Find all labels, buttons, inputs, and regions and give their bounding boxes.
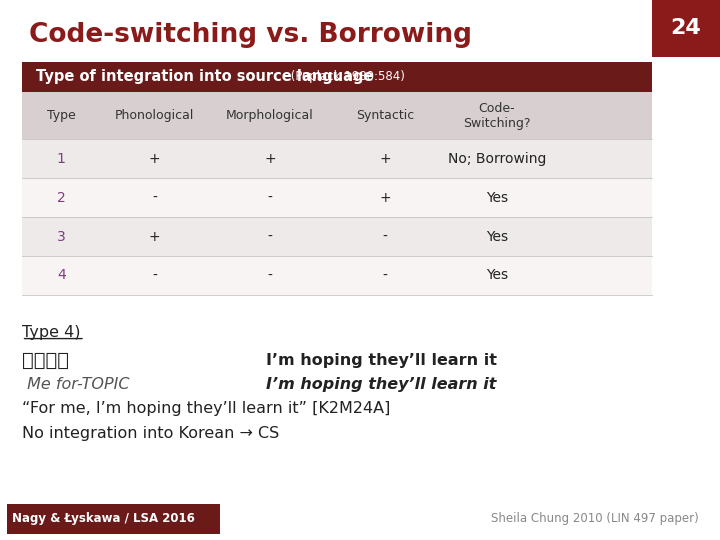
Text: +: + (264, 152, 276, 166)
Text: Type 4): Type 4) (22, 325, 80, 340)
Text: +: + (149, 152, 161, 166)
Text: 24: 24 (670, 18, 701, 38)
FancyBboxPatch shape (22, 217, 652, 256)
Text: Code-
Switching?: Code- Switching? (463, 102, 531, 130)
Text: Yes: Yes (486, 268, 508, 282)
FancyBboxPatch shape (652, 0, 720, 57)
FancyBboxPatch shape (7, 504, 220, 534)
Text: +: + (379, 191, 391, 205)
Text: Me for-TOPIC: Me for-TOPIC (22, 377, 129, 392)
Text: Yes: Yes (486, 230, 508, 244)
Text: I’m hoping they’ll learn it: I’m hoping they’ll learn it (266, 353, 498, 368)
Text: -: - (153, 268, 157, 282)
Text: Phonological: Phonological (115, 109, 194, 122)
Text: Type: Type (47, 109, 76, 122)
Text: -: - (383, 268, 387, 282)
Text: Morphological: Morphological (226, 109, 314, 122)
Text: I’m hoping they’ll learn it: I’m hoping they’ll learn it (266, 377, 497, 392)
Text: Syntactic: Syntactic (356, 109, 414, 122)
Text: “For me, I’m hoping they’ll learn it” [K2M24A]: “For me, I’m hoping they’ll learn it” [K… (22, 401, 390, 416)
Text: 4: 4 (57, 268, 66, 282)
Text: +: + (149, 230, 161, 244)
FancyBboxPatch shape (22, 256, 652, 295)
Text: 3: 3 (57, 230, 66, 244)
Text: +: + (379, 152, 391, 166)
Text: 1: 1 (57, 152, 66, 166)
FancyBboxPatch shape (22, 62, 652, 92)
FancyBboxPatch shape (22, 178, 652, 217)
Text: Nagy & Łyskawa / LSA 2016: Nagy & Łyskawa / LSA 2016 (12, 512, 194, 525)
Text: -: - (383, 230, 387, 244)
Text: 저한데는: 저한데는 (22, 350, 68, 370)
Text: Yes: Yes (486, 191, 508, 205)
Text: Sheila Chung 2010 (LIN 497 paper): Sheila Chung 2010 (LIN 497 paper) (490, 512, 698, 525)
Text: -: - (268, 191, 272, 205)
Text: 2: 2 (57, 191, 66, 205)
Text: Code-switching vs. Borrowing: Code-switching vs. Borrowing (29, 22, 472, 48)
Text: -: - (268, 268, 272, 282)
FancyBboxPatch shape (22, 92, 652, 139)
Text: -: - (268, 230, 272, 244)
FancyBboxPatch shape (22, 139, 652, 178)
Text: Type of integration into source language: Type of integration into source language (36, 70, 374, 84)
Text: No; Borrowing: No; Borrowing (448, 152, 546, 166)
Text: (Poplack 1980:584): (Poplack 1980:584) (287, 70, 405, 84)
Text: -: - (153, 191, 157, 205)
Text: No integration into Korean → CS: No integration into Korean → CS (22, 426, 279, 441)
